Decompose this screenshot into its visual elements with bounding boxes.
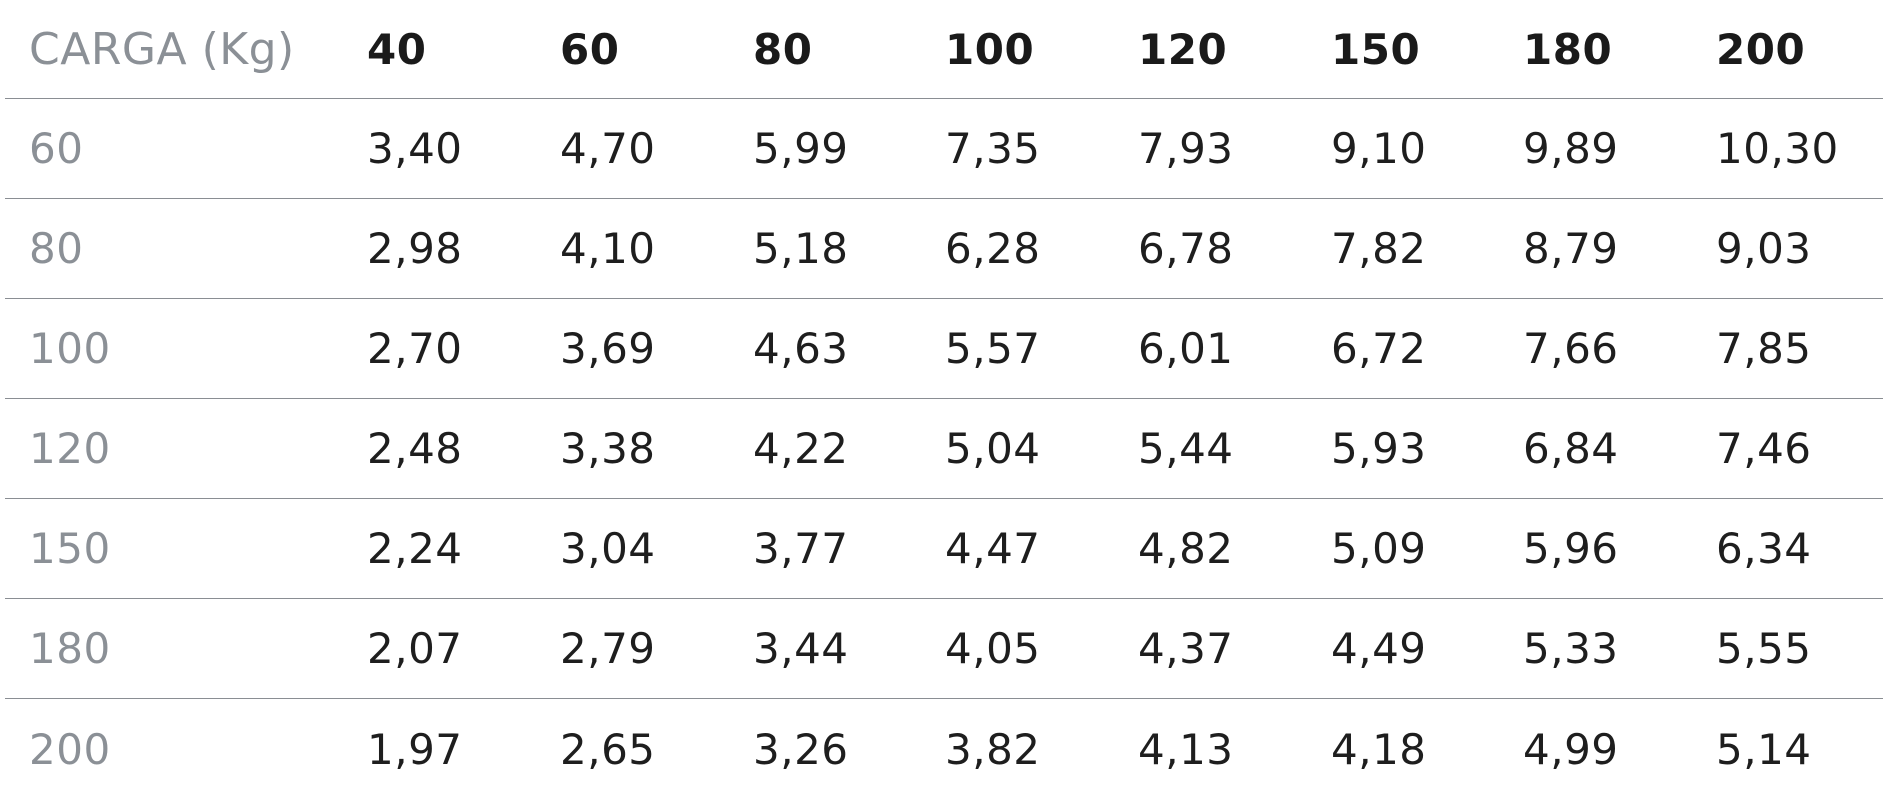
table-cell: 3,69 bbox=[560, 324, 656, 373]
table-cell: 5,96 bbox=[1523, 524, 1619, 573]
table-cell: 9,89 bbox=[1523, 124, 1619, 173]
table-row: 180 2,07 2,79 3,44 4,05 4,37 4,49 5,33 5… bbox=[5, 599, 1883, 699]
table-cell: 5,33 bbox=[1523, 624, 1619, 673]
table-cell: 2,65 bbox=[560, 724, 656, 774]
table-cell: 6,78 bbox=[1138, 224, 1234, 273]
table-cell: 5,93 bbox=[1331, 424, 1427, 473]
table-cell: 4,10 bbox=[560, 224, 656, 273]
column-header: 100 bbox=[945, 24, 1035, 74]
row-label: 100 bbox=[29, 324, 111, 373]
table-cell: 5,14 bbox=[1716, 724, 1812, 774]
table-cell: 3,04 bbox=[560, 524, 656, 573]
table-cell: 5,04 bbox=[945, 424, 1041, 473]
table-cell: 2,24 bbox=[367, 524, 463, 573]
table-cell: 9,03 bbox=[1716, 224, 1812, 273]
table-cell: 2,70 bbox=[367, 324, 463, 373]
table-cell: 6,34 bbox=[1716, 524, 1812, 573]
row-label: 180 bbox=[29, 624, 111, 673]
table-cell: 3,77 bbox=[753, 524, 849, 573]
table-row: 100 2,70 3,69 4,63 5,57 6,01 6,72 7,66 7… bbox=[5, 299, 1883, 399]
table-cell: 6,01 bbox=[1138, 324, 1234, 373]
row-label: 80 bbox=[29, 224, 84, 273]
table-cell: 4,13 bbox=[1138, 724, 1234, 774]
table-cell: 6,84 bbox=[1523, 424, 1619, 473]
row-label: 200 bbox=[29, 724, 111, 774]
table-row: 200 1,97 2,65 3,26 3,82 4,13 4,18 4,99 5… bbox=[5, 699, 1883, 799]
table-cell: 7,35 bbox=[945, 124, 1041, 173]
table-cell: 4,70 bbox=[560, 124, 656, 173]
table-cell: 3,38 bbox=[560, 424, 656, 473]
table-cell: 3,26 bbox=[753, 724, 849, 774]
table-cell: 5,09 bbox=[1331, 524, 1427, 573]
table-cell: 5,55 bbox=[1716, 624, 1812, 673]
table-cell: 5,18 bbox=[753, 224, 849, 273]
table-cell: 3,40 bbox=[367, 124, 463, 173]
column-header: 80 bbox=[753, 24, 813, 74]
table-cell: 4,63 bbox=[753, 324, 849, 373]
table-cell: 4,37 bbox=[1138, 624, 1234, 673]
column-header: 180 bbox=[1523, 24, 1613, 74]
table-cell: 7,85 bbox=[1716, 324, 1812, 373]
column-header: 200 bbox=[1716, 24, 1806, 74]
table-cell: 7,82 bbox=[1331, 224, 1427, 273]
table-row: 60 3,40 4,70 5,99 7,35 7,93 9,10 9,89 10… bbox=[5, 99, 1883, 199]
table-cell: 7,66 bbox=[1523, 324, 1619, 373]
table-cell: 4,82 bbox=[1138, 524, 1234, 573]
table-cell: 2,07 bbox=[367, 624, 463, 673]
table-cell: 4,99 bbox=[1523, 724, 1619, 774]
table-cell: 9,10 bbox=[1331, 124, 1427, 173]
table-cell: 2,98 bbox=[367, 224, 463, 273]
table-cell: 7,93 bbox=[1138, 124, 1234, 173]
table-cell: 4,47 bbox=[945, 524, 1041, 573]
column-header: 150 bbox=[1331, 24, 1421, 74]
table-cell: 5,44 bbox=[1138, 424, 1234, 473]
table-cell: 4,05 bbox=[945, 624, 1041, 673]
table-cell: 8,79 bbox=[1523, 224, 1619, 273]
table-header-row: CARGA (Kg) 40 60 80 100 120 150 180 200 bbox=[5, 0, 1883, 99]
row-label: 60 bbox=[29, 124, 84, 173]
table-cell: 2,48 bbox=[367, 424, 463, 473]
table-cell: 1,97 bbox=[367, 724, 463, 774]
table-cell: 4,49 bbox=[1331, 624, 1427, 673]
table-cell: 5,99 bbox=[753, 124, 849, 173]
table-row: 120 2,48 3,38 4,22 5,04 5,44 5,93 6,84 7… bbox=[5, 399, 1883, 499]
table-row: 150 2,24 3,04 3,77 4,47 4,82 5,09 5,96 6… bbox=[5, 499, 1883, 599]
table-cell: 6,72 bbox=[1331, 324, 1427, 373]
column-header: 60 bbox=[560, 24, 620, 74]
row-label: 150 bbox=[29, 524, 111, 573]
table-row: 80 2,98 4,10 5,18 6,28 6,78 7,82 8,79 9,… bbox=[5, 199, 1883, 299]
header-label: CARGA (Kg) bbox=[29, 23, 295, 75]
column-header: 120 bbox=[1138, 24, 1228, 74]
row-label: 120 bbox=[29, 424, 111, 473]
column-header: 40 bbox=[367, 24, 427, 74]
table-cell: 4,18 bbox=[1331, 724, 1427, 774]
table-cell: 2,79 bbox=[560, 624, 656, 673]
load-table: CARGA (Kg) 40 60 80 100 120 150 180 200 … bbox=[5, 0, 1883, 799]
table-cell: 3,82 bbox=[945, 724, 1041, 774]
table-cell: 10,30 bbox=[1716, 124, 1839, 173]
table-cell: 3,44 bbox=[753, 624, 849, 673]
table-cell: 5,57 bbox=[945, 324, 1041, 373]
table-cell: 7,46 bbox=[1716, 424, 1812, 473]
table-cell: 4,22 bbox=[753, 424, 849, 473]
table-cell: 6,28 bbox=[945, 224, 1041, 273]
